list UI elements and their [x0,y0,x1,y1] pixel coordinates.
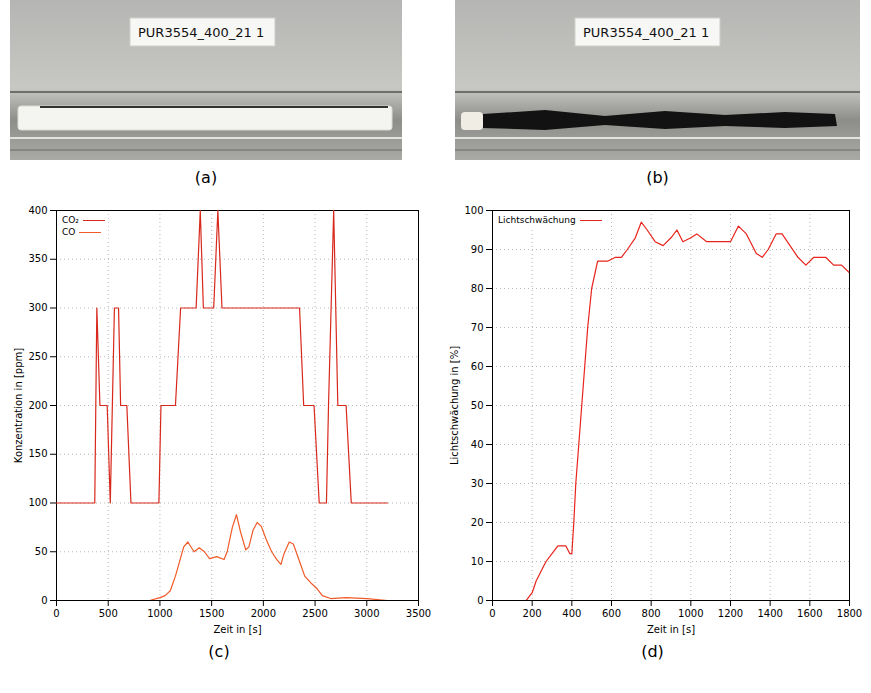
svg-text:1500: 1500 [199,608,224,619]
html-text:(a): (a) [194,168,218,187]
html-text:Lichtschwächung: Lichtschwächung [498,215,576,225]
svg-text:200: 200 [28,400,47,411]
svg-text:0: 0 [489,608,495,619]
html-text:(d): (d) [641,642,664,661]
svg-text:1800: 1800 [837,608,862,619]
svg-text:10: 10 [471,556,484,567]
svg-text:100: 100 [28,497,47,508]
html-text:(b): (b) [646,168,669,187]
svg-text:PUR3554_400_21 1: PUR3554_400_21 1 [583,25,709,40]
svg-text:Konzentration in [ppm]: Konzentration in [ppm] [13,348,24,463]
svg-text:500: 500 [99,608,118,619]
svg-text:800: 800 [642,608,661,619]
svg-text:20: 20 [471,517,484,528]
svg-text:1200: 1200 [718,608,743,619]
svg-text:90: 90 [471,244,484,255]
svg-text:150: 150 [28,448,47,459]
svg-text:70: 70 [471,322,484,333]
svg-text:100: 100 [464,205,483,216]
svg-text:40: 40 [471,439,484,450]
svg-text:300: 300 [28,302,47,313]
svg-text:400: 400 [28,205,47,216]
svg-text:1000: 1000 [147,608,172,619]
svg-text:30: 30 [471,478,484,489]
svg-text:Zeit in [s]: Zeit in [s] [647,624,695,635]
svg-text:0: 0 [477,595,483,606]
html-text:CO: CO [62,227,76,237]
svg-text:0: 0 [53,608,59,619]
svg-text:80: 80 [471,283,484,294]
html-text:(c): (c) [208,642,230,661]
svg-text:60: 60 [471,361,484,372]
svg-text:400: 400 [562,608,581,619]
svg-text:3000: 3000 [354,608,379,619]
svg-text:50: 50 [35,546,48,557]
svg-text:2000: 2000 [251,608,276,619]
svg-text:Lichtschwächung in [%]: Lichtschwächung in [%] [449,346,460,465]
svg-text:0: 0 [41,595,47,606]
svg-text:1000: 1000 [678,608,703,619]
html-text:CO₂: CO₂ [62,215,79,225]
svg-text:600: 600 [602,608,621,619]
svg-text:1400: 1400 [757,608,782,619]
svg-text:200: 200 [523,608,542,619]
svg-text:3500: 3500 [406,608,431,619]
svg-text:250: 250 [28,351,47,362]
svg-text:2500: 2500 [302,608,327,619]
svg-text:1600: 1600 [797,608,822,619]
svg-text:50: 50 [471,400,484,411]
svg-text:350: 350 [28,253,47,264]
svg-text:Zeit in [s]: Zeit in [s] [213,624,261,635]
svg-text:PUR3554_400_21 1: PUR3554_400_21 1 [138,25,264,40]
